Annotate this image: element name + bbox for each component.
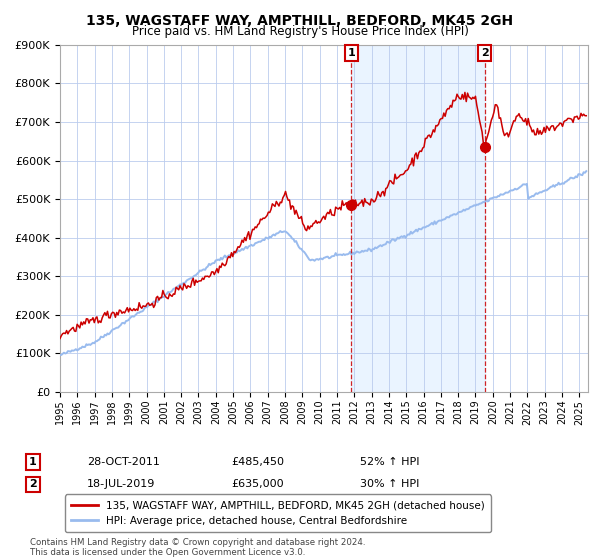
Text: Contains HM Land Registry data © Crown copyright and database right 2024.
This d: Contains HM Land Registry data © Crown c… <box>30 538 365 557</box>
Text: 2: 2 <box>29 479 37 489</box>
Text: 18-JUL-2019: 18-JUL-2019 <box>87 479 155 489</box>
Text: £485,450: £485,450 <box>231 457 284 467</box>
Text: 1: 1 <box>29 457 37 467</box>
Bar <box>352 45 485 392</box>
Text: 28-OCT-2011: 28-OCT-2011 <box>87 457 160 467</box>
Text: 30% ↑ HPI: 30% ↑ HPI <box>360 479 419 489</box>
Text: 1: 1 <box>347 48 355 58</box>
Text: 2: 2 <box>481 48 488 58</box>
Text: Price paid vs. HM Land Registry's House Price Index (HPI): Price paid vs. HM Land Registry's House … <box>131 25 469 38</box>
Text: £635,000: £635,000 <box>231 479 284 489</box>
Text: 52% ↑ HPI: 52% ↑ HPI <box>360 457 419 467</box>
Text: 135, WAGSTAFF WAY, AMPTHILL, BEDFORD, MK45 2GH: 135, WAGSTAFF WAY, AMPTHILL, BEDFORD, MK… <box>86 14 514 28</box>
Legend: 135, WAGSTAFF WAY, AMPTHILL, BEDFORD, MK45 2GH (detached house), HPI: Average pr: 135, WAGSTAFF WAY, AMPTHILL, BEDFORD, MK… <box>65 494 491 532</box>
